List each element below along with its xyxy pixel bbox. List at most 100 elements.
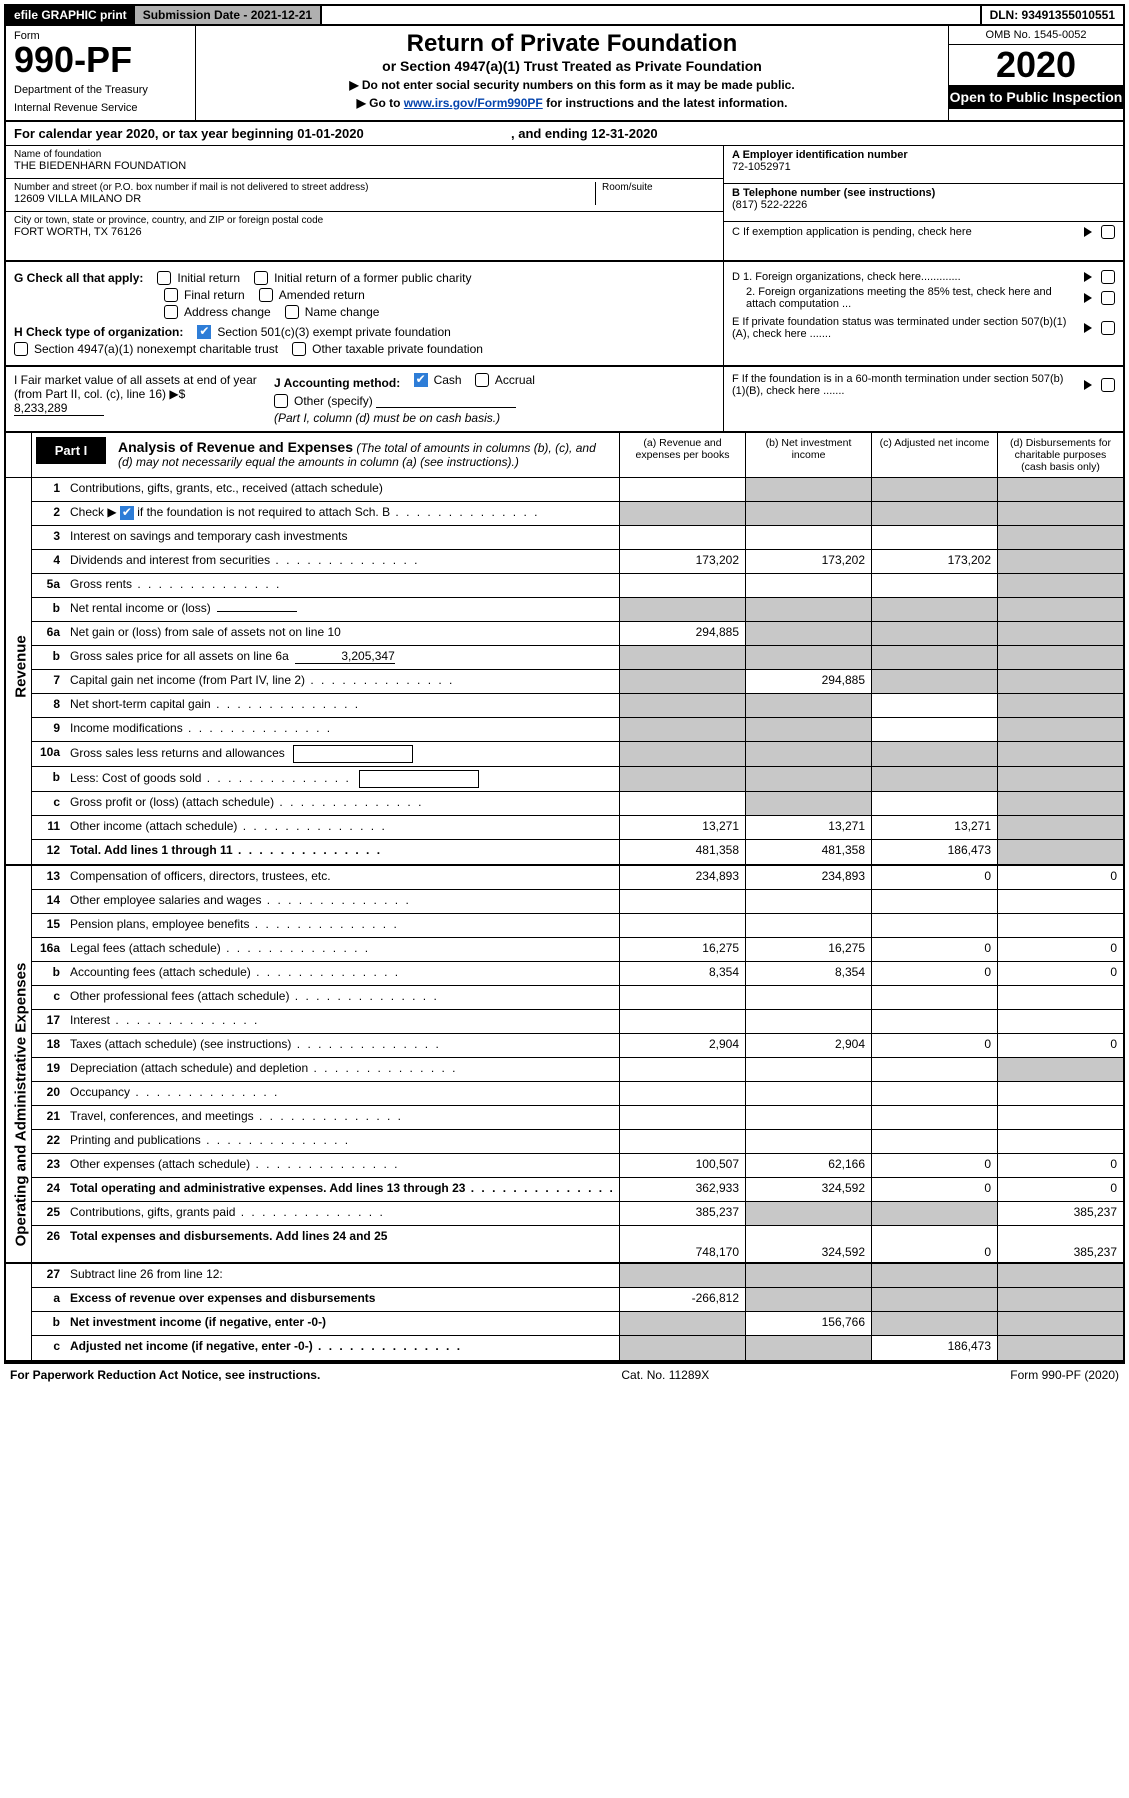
g-initial-checkbox[interactable] <box>157 271 171 285</box>
form-title: Return of Private Foundation <box>204 30 940 58</box>
dept-treasury: Department of the Treasury <box>14 84 187 96</box>
line-7: Capital gain net income (from Part IV, l… <box>66 670 619 693</box>
line-11: Other income (attach schedule) <box>66 816 619 839</box>
ein-value: 72-1052971 <box>732 161 1115 173</box>
foundation-name: THE BIEDENHARN FOUNDATION <box>14 160 715 172</box>
expenses-table: Operating and Administrative Expenses 13… <box>4 864 1125 1262</box>
calendar-year-bar: For calendar year 2020, or tax year begi… <box>4 122 1125 146</box>
line-1: Contributions, gifts, grants, etc., rece… <box>66 478 619 501</box>
revenue-side-label: Revenue <box>6 478 32 864</box>
line-9: Income modifications <box>66 718 619 741</box>
open-to-public: Open to Public Inspection <box>949 85 1123 109</box>
form-id-block: Form 990-PF Department of the Treasury I… <box>6 26 196 120</box>
dept-irs: Internal Revenue Service <box>14 102 187 114</box>
line-18: Taxes (attach schedule) (see instruction… <box>66 1034 619 1057</box>
revenue-table: Revenue 1Contributions, gifts, grants, e… <box>4 478 1125 864</box>
h-row: H Check type of organization: Section 50… <box>14 325 715 339</box>
d2-checkbox[interactable] <box>1101 291 1115 305</box>
c-pending-checkbox[interactable] <box>1101 225 1115 239</box>
form-year-block: OMB No. 1545-0052 2020 Open to Public In… <box>948 26 1123 120</box>
g-amended-checkbox[interactable] <box>259 288 273 302</box>
line-27c: Adjusted net income (if negative, enter … <box>66 1336 619 1360</box>
expenses-side-label: Operating and Administrative Expenses <box>6 866 32 1262</box>
col-a-header: (a) Revenue and expenses per books <box>619 433 745 477</box>
line-10c: Gross profit or (loss) (attach schedule) <box>66 792 619 815</box>
g-final-checkbox[interactable] <box>164 288 178 302</box>
line-13: Compensation of officers, directors, tru… <box>66 866 619 889</box>
g-addr-change-checkbox[interactable] <box>164 305 178 319</box>
city-cell: City or town, state or province, country… <box>6 212 723 244</box>
footer-paperwork: For Paperwork Reduction Act Notice, see … <box>10 1368 320 1382</box>
line-16c: Other professional fees (attach schedule… <box>66 986 619 1009</box>
form-subtitle: or Section 4947(a)(1) Trust Treated as P… <box>204 58 940 74</box>
d1-checkbox[interactable] <box>1101 270 1115 284</box>
c-pending-cell: C If exemption application is pending, c… <box>724 222 1123 260</box>
line-6b: Gross sales price for all assets on line… <box>66 646 619 669</box>
part1-header: Part I Analysis of Revenue and Expenses … <box>4 433 1125 478</box>
ein-cell: A Employer identification number 72-1052… <box>724 146 1123 184</box>
line-17: Interest <box>66 1010 619 1033</box>
e-checkbox[interactable] <box>1101 321 1115 335</box>
room-suite-label: Room/suite <box>602 182 715 193</box>
efile-print: efile GRAPHIC print <box>6 6 135 24</box>
col-c-header: (c) Adjusted net income <box>871 433 997 477</box>
h-other-taxable-checkbox[interactable] <box>292 342 306 356</box>
line-4: Dividends and interest from securities <box>66 550 619 573</box>
line-19: Depreciation (attach schedule) and deple… <box>66 1058 619 1081</box>
line-15: Pension plans, employee benefits <box>66 914 619 937</box>
ijf-block: I Fair market value of all assets at end… <box>4 367 1125 433</box>
phone-cell: B Telephone number (see instructions) (8… <box>724 184 1123 222</box>
col-d-header: (d) Disbursements for charitable purpose… <box>997 433 1123 477</box>
line-10b: Less: Cost of goods sold <box>66 767 619 791</box>
g-name-change-checkbox[interactable] <box>285 305 299 319</box>
arrow-icon <box>1084 380 1092 390</box>
j-accounting: J Accounting method: Cash Accrual Other … <box>266 367 723 431</box>
arrow-icon <box>1084 323 1092 333</box>
foundation-name-cell: Name of foundation THE BIEDENHARN FOUNDA… <box>6 146 723 179</box>
city-state-zip: FORT WORTH, TX 76126 <box>14 226 715 238</box>
part1-desc: Analysis of Revenue and Expenses (The to… <box>110 433 619 477</box>
line-27: Subtract line 26 from line 12: <box>66 1264 619 1287</box>
line-3: Interest on savings and temporary cash i… <box>66 526 619 549</box>
line-27b: Net investment income (if negative, ente… <box>66 1312 619 1335</box>
omb-number: OMB No. 1545-0052 <box>949 26 1123 45</box>
phone-value: (817) 522-2226 <box>732 199 1115 211</box>
efile-submission-date: Submission Date - 2021-12-21 <box>135 6 322 24</box>
tax-year: 2020 <box>949 45 1123 85</box>
arrow-icon <box>1084 293 1092 303</box>
footer-catno: Cat. No. 11289X <box>621 1368 709 1382</box>
i-fmv: I Fair market value of all assets at end… <box>6 367 266 431</box>
gh-de-block: G Check all that apply: Initial return I… <box>4 262 1125 367</box>
f-checkbox[interactable] <box>1101 378 1115 392</box>
line2-checkbox[interactable] <box>120 506 134 520</box>
line-5a: Gross rents <box>66 574 619 597</box>
irs-link[interactable]: www.irs.gov/Form990PF <box>404 96 543 110</box>
line-24: Total operating and administrative expen… <box>66 1178 619 1201</box>
line-2: Check ▶ if the foundation is not require… <box>66 502 619 525</box>
entity-block: Name of foundation THE BIEDENHARN FOUNDA… <box>4 146 1125 262</box>
line-12: Total. Add lines 1 through 11 <box>66 840 619 864</box>
g-row: G Check all that apply: Initial return I… <box>14 271 715 285</box>
line-6a: Net gain or (loss) from sale of assets n… <box>66 622 619 645</box>
j-cash-checkbox[interactable] <box>414 373 428 387</box>
j-other-checkbox[interactable] <box>274 394 288 408</box>
g-initial-former-checkbox[interactable] <box>254 271 268 285</box>
line-16b: Accounting fees (attach schedule) <box>66 962 619 985</box>
line-22: Printing and publications <box>66 1130 619 1153</box>
line-14: Other employee salaries and wages <box>66 890 619 913</box>
fmv-value: 8,233,289 <box>14 401 104 416</box>
page-footer: For Paperwork Reduction Act Notice, see … <box>4 1362 1125 1382</box>
efile-dln: DLN: 93491355010551 <box>980 6 1123 24</box>
arrow-icon <box>1084 227 1092 237</box>
line-8: Net short-term capital gain <box>66 694 619 717</box>
line27-table: 27Subtract line 26 from line 12: aExcess… <box>4 1262 1125 1362</box>
h-4947-checkbox[interactable] <box>14 342 28 356</box>
form-title-block: Return of Private Foundation or Section … <box>196 26 948 120</box>
line-21: Travel, conferences, and meetings <box>66 1106 619 1129</box>
line-20: Occupancy <box>66 1082 619 1105</box>
col-b-header: (b) Net investment income <box>745 433 871 477</box>
h-501c3-checkbox[interactable] <box>197 325 211 339</box>
form-note-link: ▶ Go to www.irs.gov/Form990PF for instru… <box>204 96 940 110</box>
arrow-icon <box>1084 272 1092 282</box>
j-accrual-checkbox[interactable] <box>475 373 489 387</box>
